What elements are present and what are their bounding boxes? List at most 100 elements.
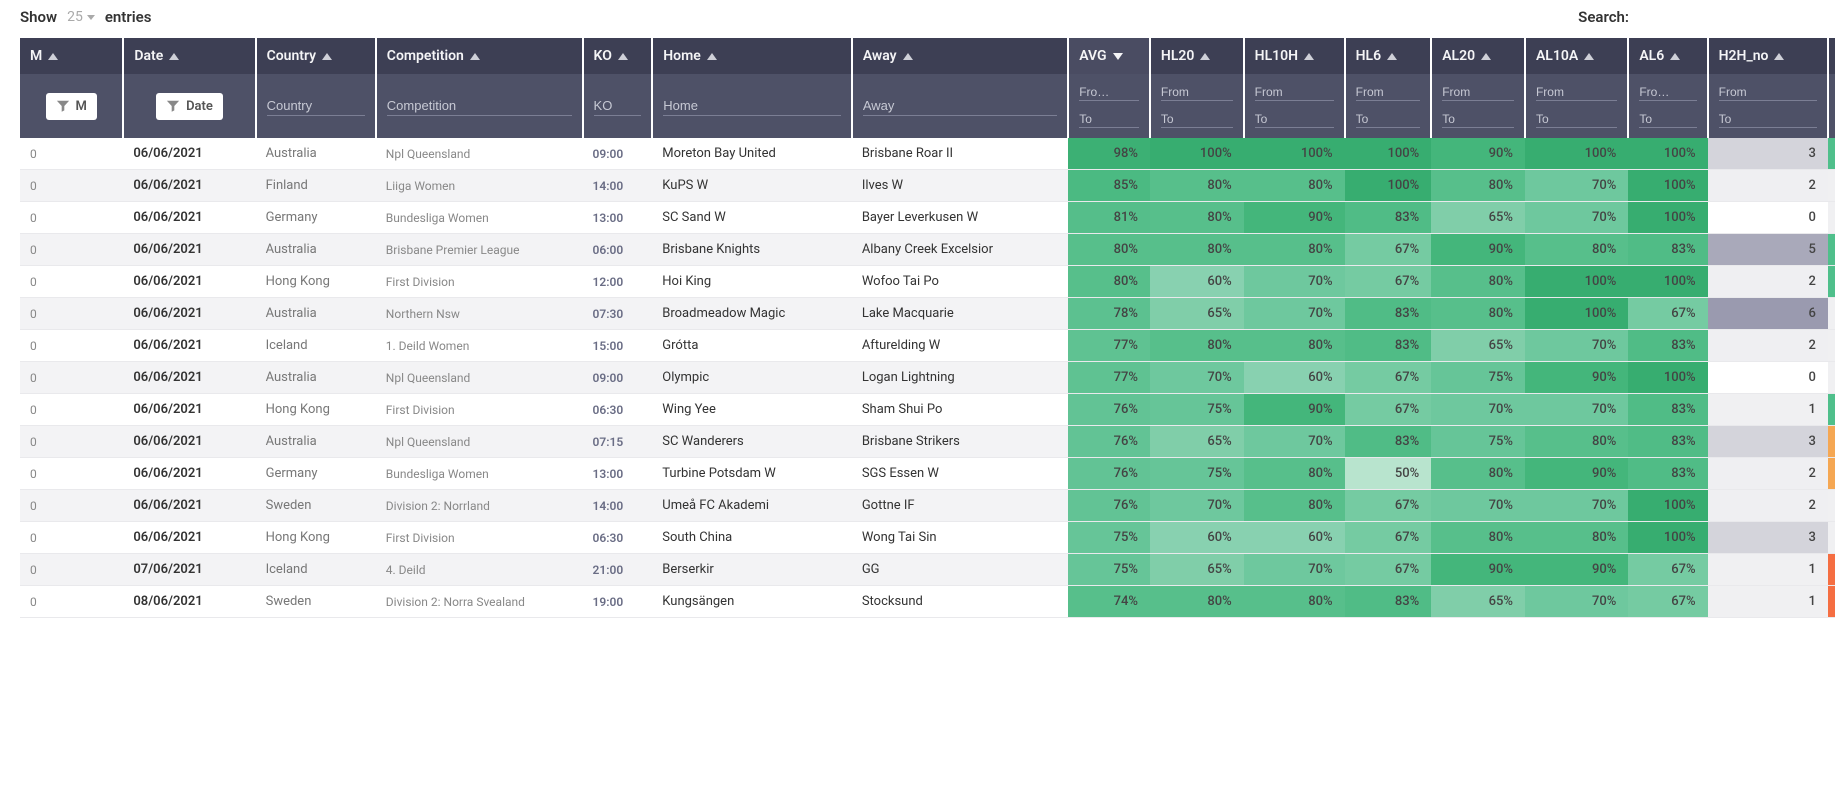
cell-pct: 100%	[1345, 170, 1432, 202]
cell-m: 0	[20, 298, 123, 330]
table-row[interactable]: 008/06/2021SwedenDivision 2: Norra Sveal…	[20, 586, 1835, 618]
col-header-hl20[interactable]: HL20	[1150, 38, 1244, 74]
cell-pct: 90%	[1525, 458, 1628, 490]
cell-ko: 09:00	[583, 362, 653, 394]
col-header-avg[interactable]: AVG	[1068, 38, 1150, 74]
cell-pct: 65%	[1431, 202, 1525, 234]
cell-h2h: 2	[1708, 490, 1828, 522]
cell-pct: 85%	[1068, 170, 1150, 202]
cell-comp: Division 2: Norra Svealand	[376, 586, 583, 618]
col-header-home[interactable]: Home	[652, 38, 852, 74]
col-header-al10a[interactable]: AL10A	[1525, 38, 1628, 74]
cell-pct: 80%	[1525, 234, 1628, 266]
cell-pct: 60%	[1244, 522, 1345, 554]
sort-icon	[169, 53, 179, 60]
col-header-al20[interactable]: AL20	[1431, 38, 1525, 74]
cell-pct: 75%	[1431, 362, 1525, 394]
col-header-h2h_no[interactable]: H2H_no	[1708, 38, 1828, 74]
col-header-away[interactable]: Away	[852, 38, 1068, 74]
range-from[interactable]	[1161, 84, 1233, 101]
col-header-country[interactable]: Country	[256, 38, 376, 74]
cell-pct: 100%	[1150, 138, 1244, 170]
filter-input-away[interactable]	[863, 96, 1057, 116]
cell-comp: Northern Nsw	[376, 298, 583, 330]
cell-country: Iceland	[256, 330, 376, 362]
table-row[interactable]: 006/06/2021Hong KongFirst Division12:00H…	[20, 266, 1835, 298]
table-row[interactable]: 006/06/2021AustraliaNpl Queensland09:00O…	[20, 362, 1835, 394]
range-to[interactable]	[1442, 111, 1514, 128]
filter-button-date[interactable]: Date	[156, 93, 223, 120]
table-row[interactable]: 007/06/2021Iceland4. Deild21:00Berserkir…	[20, 554, 1835, 586]
filter-input-home[interactable]	[663, 96, 841, 116]
range-from[interactable]	[1356, 84, 1421, 101]
table-row[interactable]: 006/06/2021SwedenDivision 2: Norrland14:…	[20, 490, 1835, 522]
sort-icon	[48, 53, 58, 60]
range-from[interactable]	[1719, 84, 1817, 101]
col-header-date[interactable]: Date	[123, 38, 255, 74]
filter-input-competition[interactable]	[387, 96, 572, 116]
cell-pct: 67%	[1345, 554, 1432, 586]
cell-pct: 70%	[1431, 394, 1525, 426]
cell-pct: 83%	[1345, 426, 1432, 458]
range-to[interactable]	[1161, 111, 1233, 128]
range-from[interactable]	[1079, 84, 1139, 101]
table-row[interactable]: 006/06/2021Iceland1. Deild Women15:00Gró…	[20, 330, 1835, 362]
search-input[interactable]	[1635, 9, 1815, 26]
cell-pct: 80%	[1244, 330, 1345, 362]
cell-away: Albany Creek Excelsior	[852, 234, 1068, 266]
cell-pct: 83%	[1628, 234, 1707, 266]
cell-pct: 67%	[1345, 394, 1432, 426]
table-row[interactable]: 006/06/2021Hong KongFirst Division06:30S…	[20, 522, 1835, 554]
cell-h2h: 0	[1708, 362, 1828, 394]
range-filter-hl6	[1356, 84, 1421, 128]
table-row[interactable]: 006/06/2021AustraliaNpl Queensland09:00M…	[20, 138, 1835, 170]
range-to[interactable]	[1255, 111, 1334, 128]
table-row[interactable]: 006/06/2021Hong KongFirst Division06:30W…	[20, 394, 1835, 426]
range-to[interactable]	[1719, 111, 1817, 128]
range-from[interactable]	[1442, 84, 1514, 101]
filter-button-m[interactable]: M	[46, 93, 97, 120]
cell-date: 06/06/2021	[123, 330, 255, 362]
cell-pct: 80%	[1431, 170, 1525, 202]
cell-h2h: 3	[1708, 522, 1828, 554]
filter-input-country[interactable]	[267, 96, 365, 116]
sort-icon	[903, 53, 913, 60]
cell-away: Bayer Leverkusen W	[852, 202, 1068, 234]
cell-home: Umeå FC Akademi	[652, 490, 852, 522]
cell-pct: 67%	[1628, 586, 1707, 618]
cell-m: 0	[20, 554, 123, 586]
cell-pct: 80%	[1244, 490, 1345, 522]
range-to[interactable]	[1639, 111, 1696, 128]
col-header-ko[interactable]: KO	[583, 38, 653, 74]
table-row[interactable]: 006/06/2021GermanyBundesliga Women13:00S…	[20, 202, 1835, 234]
range-to[interactable]	[1356, 111, 1421, 128]
cell-country: Australia	[256, 234, 376, 266]
col-header-m[interactable]: M	[20, 38, 123, 74]
col-header-competition[interactable]: Competition	[376, 38, 583, 74]
cell-comp: Npl Queensland	[376, 138, 583, 170]
cell-home: Grótta	[652, 330, 852, 362]
col-header-hl10h[interactable]: HL10H	[1244, 38, 1345, 74]
table-row[interactable]: 006/06/2021AustraliaNpl Queensland07:15S…	[20, 426, 1835, 458]
cell-pct: 80%	[1244, 234, 1345, 266]
cell-pct: 70%	[1525, 586, 1628, 618]
cell-pct: 80%	[1150, 234, 1244, 266]
cell-pct: 83%	[1345, 202, 1432, 234]
range-to[interactable]	[1536, 111, 1617, 128]
range-from[interactable]	[1639, 84, 1696, 101]
range-from[interactable]	[1536, 84, 1617, 101]
table-row[interactable]: 006/06/2021GermanyBundesliga Women13:00T…	[20, 458, 1835, 490]
table-row[interactable]: 006/06/2021FinlandLiiga Women14:00KuPS W…	[20, 170, 1835, 202]
col-header-hl6[interactable]: HL6	[1345, 38, 1432, 74]
table-row[interactable]: 006/06/2021AustraliaBrisbane Premier Lea…	[20, 234, 1835, 266]
entries-select[interactable]: 25	[67, 9, 95, 25]
cell-comp: Npl Queensland	[376, 426, 583, 458]
cell-pct: 67%	[1628, 554, 1707, 586]
range-to[interactable]	[1079, 111, 1139, 128]
cell-m: 0	[20, 362, 123, 394]
filter-input-ko[interactable]	[594, 96, 642, 116]
table-row[interactable]: 006/06/2021AustraliaNorthern Nsw07:30Bro…	[20, 298, 1835, 330]
col-header-al6[interactable]: AL6	[1628, 38, 1707, 74]
cell-away: Logan Lightning	[852, 362, 1068, 394]
range-from[interactable]	[1255, 84, 1334, 101]
